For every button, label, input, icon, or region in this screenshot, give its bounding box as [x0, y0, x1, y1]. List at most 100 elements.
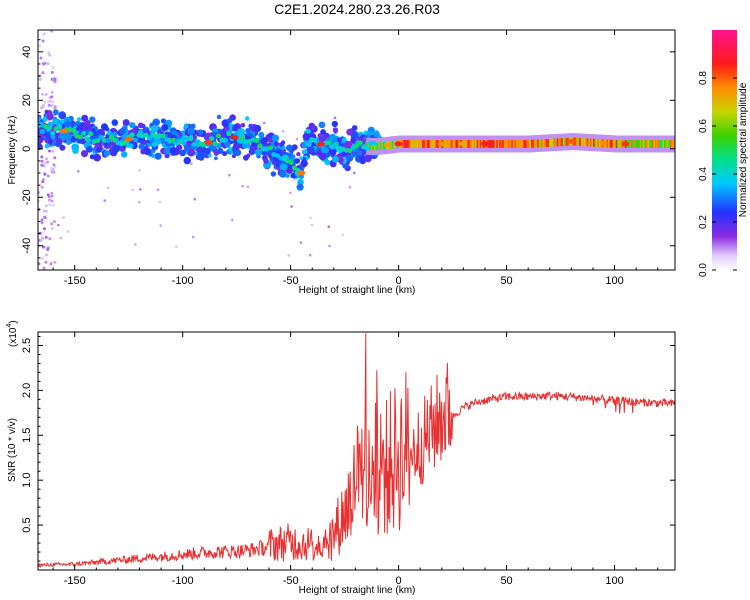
spectrogram-cell: [332, 127, 339, 133]
spectrogram-band: [588, 138, 591, 147]
snr-y-tick-label: 1.0: [21, 473, 33, 488]
spectrogram-cell: [138, 143, 145, 150]
spectrogram-cell: [164, 147, 172, 155]
spectrogram-cell: [57, 138, 62, 143]
spectrogram-speckle: [40, 238, 43, 242]
spectrogram-band: [503, 140, 507, 148]
spectrogram-speckle: [246, 185, 250, 188]
spectrogram-band: [502, 140, 505, 148]
spectrogram-speckle: [193, 197, 197, 201]
spectrogram-cell: [38, 121, 45, 129]
spectrogram-cell: [152, 118, 160, 127]
spectrogram-band: [559, 138, 563, 147]
spectrogram-band: [638, 140, 641, 148]
spectrogram-band: [402, 140, 405, 148]
spectrogram-speckle: [48, 149, 51, 153]
spectrogram-band: [497, 140, 501, 148]
spectrogram-speckle: [139, 188, 142, 191]
spectrogram-speckle: [39, 56, 43, 60]
spectrogram-band: [609, 139, 612, 148]
spectrogram-peak: [599, 140, 608, 146]
spectrogram-cell: [231, 154, 236, 159]
spectrogram-cell: [179, 149, 187, 157]
spectrogram-speckle: [287, 254, 291, 257]
spectrogram-cell: [273, 141, 279, 147]
spectrogram-band: [372, 142, 375, 151]
spectrogram-cell: [246, 144, 251, 149]
spectrogram-ridge: [371, 140, 377, 146]
spectrogram-cell: [52, 141, 56, 145]
spectrogram-cell: [299, 156, 304, 160]
spectrogram-y-tick-label: 20: [21, 94, 33, 106]
spectrogram-speckle: [46, 160, 50, 164]
spectrogram-speckle: [53, 79, 57, 83]
spectrogram-cell: [294, 158, 301, 164]
spectrogram-cell: [329, 148, 337, 156]
spectrogram-speckle: [42, 266, 46, 270]
spectrogram-cell: [160, 118, 167, 124]
spectrogram-band: [410, 140, 413, 148]
spectrogram-band: [555, 138, 558, 147]
spectrogram-band: [428, 140, 431, 148]
spectrogram-speckle: [77, 170, 80, 173]
spectrogram-cell: [89, 116, 96, 123]
spectrogram-cell: [352, 152, 357, 157]
spectrogram-band: [606, 139, 609, 148]
spectrogram-cell: [305, 141, 311, 148]
spectrogram-peak: [567, 139, 576, 144]
spectrogram-peak: [437, 141, 446, 147]
spectrogram-band: [514, 140, 517, 148]
spectrogram-band: [541, 139, 544, 148]
spectrogram-speckle: [42, 164, 46, 168]
spectrogram-speckle: [106, 186, 110, 190]
spectrogram-speckle: [50, 227, 54, 230]
spectrogram-cell: [204, 147, 211, 155]
colorbar-tick-label: 0.6: [698, 119, 709, 133]
spectrogram-ridge: [81, 130, 87, 136]
spectrogram-band: [453, 140, 457, 148]
spectrogram-speckle: [53, 156, 57, 160]
spectrogram-cell: [233, 143, 240, 150]
spectrogram-cell: [80, 150, 89, 158]
spectrogram-speckle: [45, 210, 48, 213]
spectrogram-y-tick-label: -20: [21, 189, 33, 205]
spectrogram-y-tick-label: -40: [21, 238, 33, 254]
snr-y-tick-label: 1.5: [21, 428, 33, 443]
spectrogram-speckle: [290, 205, 293, 208]
spectrogram-cell: [346, 154, 354, 162]
spectrogram-ridge: [298, 174, 304, 180]
spectrogram-ridge: [257, 143, 263, 149]
spectrogram-speckle: [50, 70, 54, 74]
spectrogram-band: [506, 140, 510, 148]
spectrogram-band: [378, 142, 381, 151]
spectrogram-cell: [364, 154, 372, 163]
spectrogram-ridge: [133, 137, 139, 143]
spectrogram-speckle: [241, 184, 244, 188]
spectrogram-speckle: [131, 188, 134, 192]
spectrogram-cell: [271, 160, 277, 165]
spectrogram-speckle: [103, 199, 106, 202]
spectrogram-band: [592, 138, 596, 147]
spectrogram-ridge: [357, 140, 363, 146]
spectrogram-cell: [280, 140, 286, 145]
spectrogram-cell: [317, 133, 322, 138]
spectrogram-band: [645, 140, 649, 148]
spectrogram-band: [524, 140, 528, 148]
spectrogram-ridge: [354, 143, 360, 149]
spectrogram-band: [452, 140, 455, 148]
spectrogram-ridge: [274, 153, 280, 159]
spectrogram-cell: [140, 149, 146, 155]
spectrogram-x-tick-label: -50: [283, 275, 299, 287]
spectrogram-cell: [169, 147, 177, 155]
spectrogram-speckle: [262, 121, 266, 125]
spectrogram-band: [521, 140, 525, 148]
spectrogram-band: [431, 140, 434, 148]
colorbar-gradient: [712, 30, 737, 270]
spectrogram-cell: [44, 133, 49, 137]
spectrogram-band: [651, 140, 655, 148]
spectrogram-band: [369, 142, 372, 151]
spectrogram-band: [508, 140, 511, 148]
spectrogram-band: [594, 138, 597, 147]
spectrogram-band: [417, 140, 420, 148]
spectrogram-y-tick-label: 0: [21, 146, 33, 152]
